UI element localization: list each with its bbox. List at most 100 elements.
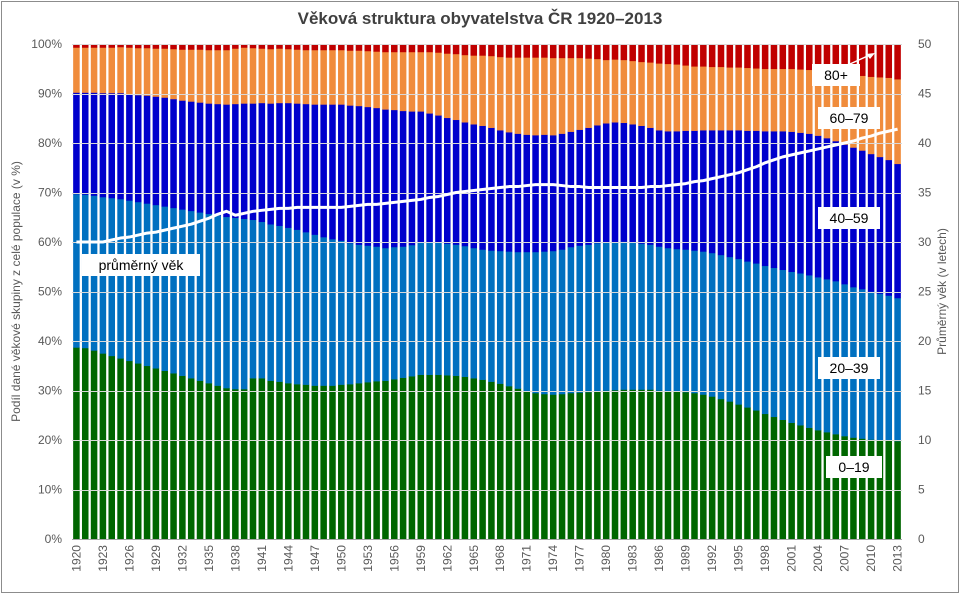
x-tick-label: 1977 xyxy=(573,545,587,572)
bar-segment-60–79 xyxy=(708,66,716,131)
average-age-line xyxy=(76,127,898,244)
bar-segment-40–59 xyxy=(382,109,389,249)
bar-segment-0–19 xyxy=(549,394,557,540)
bar-segment-20–39 xyxy=(717,254,725,400)
bar-segment-20–39 xyxy=(152,204,160,369)
bar-segment-0–19 xyxy=(205,383,213,540)
bar-segment-0–19 xyxy=(170,373,177,540)
label-80plus: 80+ xyxy=(812,64,860,86)
bar-segment-40–59 xyxy=(602,123,610,243)
bar-segment-20–39 xyxy=(408,244,416,377)
bar-segment-80+ xyxy=(117,44,124,48)
bar-segment-20–39 xyxy=(355,244,363,384)
bar-segment-0–19 xyxy=(232,389,239,540)
label-average-age-box xyxy=(82,254,200,276)
y2-tick-label: 40 xyxy=(918,136,932,150)
bar-segment-80+ xyxy=(682,44,689,66)
bar-segment-0–19 xyxy=(320,385,327,540)
bar-segment-40–59 xyxy=(311,104,319,235)
bar-segment-20–39 xyxy=(611,242,619,391)
bar-segment-40–59 xyxy=(620,122,628,242)
y2-tick-label: 10 xyxy=(918,433,932,447)
bar-segment-80+ xyxy=(664,44,672,65)
label-60-79-text: 60–79 xyxy=(830,110,869,126)
bar-segment-20–39 xyxy=(585,244,592,393)
bar-segment-40–59 xyxy=(435,115,442,243)
bar-segment-80+ xyxy=(196,44,204,50)
bar-segment-80+ xyxy=(629,44,636,62)
bar-segment-20–39 xyxy=(249,219,257,379)
bar-segment-40–59 xyxy=(240,103,248,220)
bar-segment-80+ xyxy=(514,44,522,58)
bar-segment-80+ xyxy=(523,44,530,58)
bar-segment-0–19 xyxy=(470,378,478,540)
bar-segment-80+ xyxy=(417,44,425,53)
y2-tick-label: 45 xyxy=(918,87,932,101)
bar-segment-60–79 xyxy=(585,58,592,128)
bar-segment-60–79 xyxy=(338,49,345,105)
bar-segment-80+ xyxy=(894,44,901,80)
bar-segment-80+ xyxy=(505,44,513,58)
bar-segment-60–79 xyxy=(364,50,372,108)
bar-segment-0–19 xyxy=(391,379,398,540)
bar-segment-80+ xyxy=(806,44,813,71)
bar-segment-40–59 xyxy=(329,104,336,240)
bar-segment-0–19 xyxy=(276,381,283,540)
bar-segment-40–59 xyxy=(426,113,433,243)
bar-segment-20–39 xyxy=(638,243,645,390)
bar-segment-40–59 xyxy=(399,110,407,247)
bar-segment-20–39 xyxy=(488,250,495,382)
bar-segment-40–59 xyxy=(708,130,716,254)
bar-segment-20–39 xyxy=(143,203,151,367)
bar-segment-20–39 xyxy=(761,265,769,415)
bar-segment-0–19 xyxy=(444,375,451,540)
bar-segment-60–79 xyxy=(258,48,266,104)
x-tick-label: 2001 xyxy=(785,545,799,572)
bar-segment-60–79 xyxy=(382,51,389,110)
bar-segment-20–39 xyxy=(470,247,478,379)
bar-segment-40–59 xyxy=(894,163,901,299)
bar-segment-40–59 xyxy=(452,119,460,245)
bar-segment-0–19 xyxy=(267,380,274,540)
bar-segment-80+ xyxy=(99,44,107,48)
bar-segment-60–79 xyxy=(391,51,398,111)
label-40-59-text: 40–59 xyxy=(830,210,869,226)
label-20-39: 20–39 xyxy=(818,357,880,379)
bar-segment-60–79 xyxy=(814,70,822,136)
x-tick-label: 1971 xyxy=(520,545,534,572)
bar-segment-80+ xyxy=(364,44,372,52)
bar-segment-80+ xyxy=(744,44,751,69)
bar-segment-60–79 xyxy=(196,49,204,103)
bar-segment-80+ xyxy=(161,44,168,49)
arrow-80plus-head xyxy=(866,53,875,59)
x-tick-label: 1938 xyxy=(228,545,242,572)
bar-segment-80+ xyxy=(311,44,319,51)
x-tick-label: 2010 xyxy=(864,545,878,572)
bar-segment-80+ xyxy=(876,44,884,78)
bar-segment-0–19 xyxy=(435,374,442,540)
bar-segment-20–39 xyxy=(187,210,195,379)
bar-segment-60–79 xyxy=(320,49,327,105)
bar-segment-80+ xyxy=(399,44,407,53)
bar-segment-60–79 xyxy=(90,47,98,93)
bar-segment-40–59 xyxy=(779,131,787,271)
bar-segment-60–79 xyxy=(302,49,310,105)
bar-segment-0–19 xyxy=(496,383,504,540)
bar-segment-0–19 xyxy=(505,386,513,540)
bar-segment-60–79 xyxy=(99,47,107,94)
bar-segment-60–79 xyxy=(770,68,778,132)
bar-segment-60–79 xyxy=(885,77,893,161)
label-0-19-text: 0–19 xyxy=(838,459,869,475)
y-tick-label: 70% xyxy=(38,186,62,200)
bar-segment-20–39 xyxy=(505,251,513,387)
bar-segment-20–39 xyxy=(726,256,734,402)
bar-segment-0–19 xyxy=(779,419,787,540)
bar-segment-80+ xyxy=(346,44,354,51)
bar-segment-40–59 xyxy=(594,125,601,244)
x-tick-label: 2013 xyxy=(891,545,905,572)
bar-segment-0–19 xyxy=(673,391,681,540)
bar-segment-40–59 xyxy=(346,105,354,244)
bar-segment-80+ xyxy=(558,44,566,59)
bar-segment-80+ xyxy=(850,44,857,75)
